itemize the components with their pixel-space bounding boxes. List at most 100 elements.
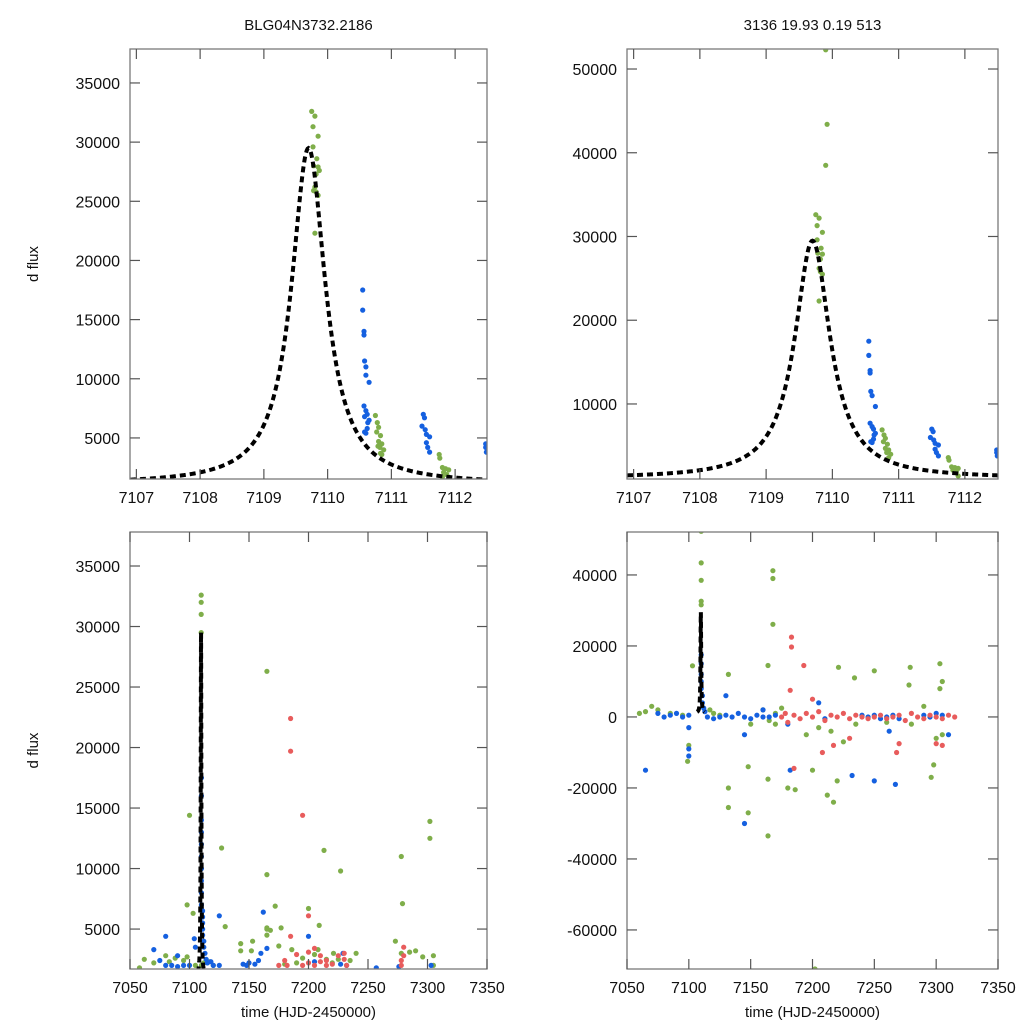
data-point-green <box>311 951 318 958</box>
x-tick-label: 7108 <box>682 490 718 507</box>
data-point-red <box>288 748 294 754</box>
plot-frame <box>626 531 999 970</box>
data-point-green <box>305 905 312 912</box>
data-point-green <box>819 229 826 235</box>
x-tick-label: 7200 <box>291 980 327 997</box>
panel-bottom-left-full-lightcurve: time (HJD-2450000) d flux 7050 7100 7150 7200… <box>25 531 505 1021</box>
data-point-green <box>689 663 696 669</box>
data-point-blue <box>366 379 372 385</box>
data-point-green <box>792 787 798 793</box>
data-point-blue <box>423 440 429 446</box>
data-point-blue <box>427 449 433 455</box>
data-point-blue <box>754 712 760 718</box>
y-tick-label: 20000 <box>573 639 618 656</box>
data-point-blue <box>258 950 264 956</box>
y-tick-label: 5000 <box>84 922 120 939</box>
data-point-green <box>814 223 820 229</box>
data-point-green <box>880 439 887 445</box>
data-point-green <box>335 956 341 962</box>
data-point-blue <box>869 439 875 446</box>
model-fit-curve <box>695 612 706 714</box>
data-point-green <box>884 441 891 447</box>
data-point-green <box>779 705 785 711</box>
data-point-green <box>649 703 655 709</box>
data-point-blue <box>360 307 366 313</box>
data-point-blue <box>428 962 434 969</box>
data-point-green <box>377 433 384 439</box>
data-point-green <box>765 662 771 669</box>
y-tick-label: 15000 <box>76 801 121 818</box>
data-point-red <box>809 696 816 702</box>
data-point-green <box>309 108 315 114</box>
data-point-green <box>264 925 270 931</box>
data-point-blue <box>680 714 686 720</box>
data-point-red <box>398 957 404 964</box>
data-point-green <box>198 599 204 605</box>
data-point-green <box>398 853 404 860</box>
data-point-green <box>374 420 380 426</box>
data-point-blue <box>869 393 875 399</box>
y-tick-label: -40000 <box>567 852 617 869</box>
data-point-green <box>745 810 751 816</box>
x-tick-label: 7150 <box>733 980 769 997</box>
data-point-green <box>379 451 385 458</box>
data-point-green <box>264 872 270 878</box>
data-point-red <box>329 961 335 967</box>
data-point-blue <box>361 328 367 334</box>
x-tick-label: 7107 <box>616 490 652 507</box>
data-point-blue <box>741 820 748 827</box>
y-tick-label: 10000 <box>76 862 121 879</box>
data-point-red <box>401 953 407 959</box>
data-point-green <box>413 948 419 954</box>
data-point-blue <box>704 714 711 720</box>
data-point-green <box>816 215 822 221</box>
data-point-blue <box>866 338 872 344</box>
data-point-green <box>830 799 837 805</box>
data-point-green <box>937 686 943 692</box>
data-point-blue <box>933 710 939 717</box>
data-point-blue <box>717 714 723 720</box>
data-point-blue <box>935 442 942 448</box>
data-point-red <box>788 644 795 650</box>
data-point-red <box>896 712 902 718</box>
data-point-red <box>782 710 788 717</box>
y-tick-label: 30000 <box>573 229 618 246</box>
data-point-blue <box>723 712 729 718</box>
data-point-red <box>276 962 282 969</box>
data-point-green <box>803 732 809 738</box>
data-point-blue <box>216 913 222 919</box>
data-point-red <box>933 714 939 720</box>
panel-bottom-right-full-lightcurve: time (HJD-2450000) 7050 7100 7150 7200 7250 73… <box>567 531 1016 1021</box>
data-point-green <box>222 924 228 930</box>
data-point-blue <box>361 332 367 338</box>
data-point-green <box>828 728 834 734</box>
data-point-green <box>698 560 704 566</box>
data-point-red <box>401 944 407 950</box>
data-point-blue <box>362 358 368 364</box>
data-point-blue <box>994 453 998 459</box>
data-point-blue <box>191 936 197 942</box>
y-tick-label: 5000 <box>84 431 120 448</box>
data-point-green <box>430 953 436 959</box>
data-point-blue <box>181 962 187 969</box>
data-point-red <box>828 712 834 718</box>
data-point-green <box>770 568 776 574</box>
data-point-green <box>219 845 225 851</box>
data-point-blue <box>723 693 729 699</box>
data-point-blue <box>362 414 368 420</box>
data-point-green <box>312 113 318 119</box>
data-point-red <box>398 962 404 969</box>
y-tick-label: 40000 <box>573 568 618 585</box>
data-point-red <box>300 962 306 969</box>
data-point-green <box>823 162 829 168</box>
panel-top-right-zoomed-lightcurve: 3136 19.93 0.19 513 7107 7108 7109 7110 7111 7… <box>573 17 999 507</box>
data-point-green <box>330 950 337 956</box>
x-tick-label: 7200 <box>795 980 831 997</box>
y-tick-label: 35000 <box>76 559 121 576</box>
data-point-green <box>765 776 771 782</box>
data-point-red <box>282 957 288 964</box>
data-point-red <box>847 735 853 741</box>
data-point-red <box>819 749 826 756</box>
chart-title: BLG04N3732.2186 <box>244 17 372 34</box>
